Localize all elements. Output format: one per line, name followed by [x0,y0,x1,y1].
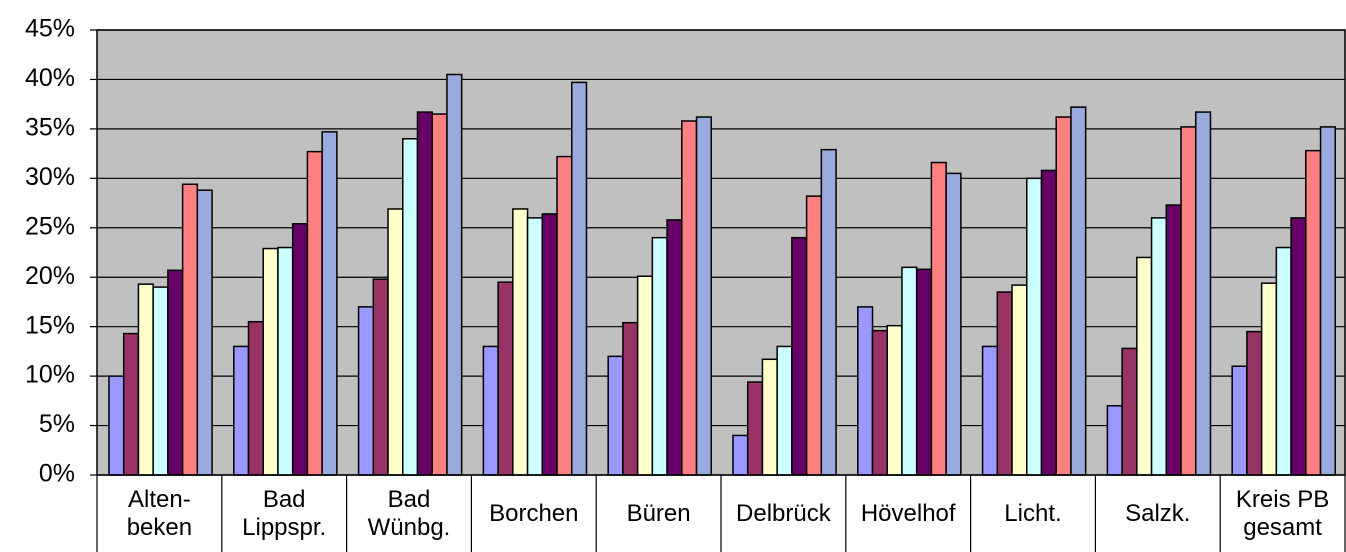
bar [277,246,294,476]
bar [372,278,389,476]
y-tick-label: 35% [25,113,75,141]
bar [108,375,125,476]
bar [1194,111,1212,476]
bar [651,236,668,476]
bar [1011,284,1028,476]
bar [541,213,558,476]
bar [915,268,933,476]
bar [761,358,778,476]
y-tick-label: 40% [25,64,75,92]
bar [886,324,903,476]
bar [306,150,323,476]
bar [930,161,947,476]
y-tick-label: 30% [25,163,75,191]
bar [402,138,419,476]
bar [1136,256,1153,476]
y-tick-label: 15% [25,311,75,339]
bar [321,131,338,476]
x-tick-label: Bad Lippspr. [242,486,327,541]
bar [805,195,823,476]
bar [1070,106,1087,476]
y-tick-label: 10% [25,361,75,389]
x-tick-label: Salzk. [1125,500,1191,527]
bar [387,208,404,476]
bar [981,345,999,476]
bar [446,73,463,476]
bar [857,306,874,476]
bar [636,275,654,476]
bar [746,381,764,476]
bar [167,269,184,476]
bar [431,113,448,476]
x-tick-label: Alten- beken [126,486,193,541]
bar [1260,282,1278,476]
bar [247,320,264,476]
bar [1121,347,1138,476]
bar [996,291,1013,476]
x-tick-label: Hövelhof [860,500,956,527]
y-tick-label: 20% [25,262,75,290]
bar [607,355,624,476]
bar [152,286,169,476]
bar [666,219,683,476]
bar [497,281,514,476]
bar [1026,177,1043,476]
bar [291,223,309,476]
bar [871,329,888,476]
bar [416,111,433,476]
bar [776,345,793,476]
bar [526,217,544,476]
x-tick-label: Delbrück [736,500,831,527]
bar [791,236,808,476]
bar [622,321,639,476]
bar [357,306,375,476]
bar [196,189,213,476]
bar [1231,365,1248,476]
bar [1180,126,1197,476]
bar [901,266,918,476]
bar [1106,405,1123,476]
bar [1165,204,1182,476]
bar [1150,217,1168,476]
bar [1305,149,1322,476]
bar [233,345,250,476]
bar [1246,330,1263,476]
bar [1040,169,1057,476]
y-tick-label: 0% [39,460,75,488]
x-tick-label: Kreis PB gesamt [1235,486,1330,541]
bar [570,81,588,476]
x-tick-label: Borchen [489,500,579,527]
bar [732,434,749,476]
y-tick-label: 45% [25,15,75,43]
bar [1275,246,1292,476]
bar [820,148,837,476]
bar [137,283,154,476]
bar [695,116,713,476]
bar [181,183,199,476]
bar [482,345,499,476]
bar [122,332,140,476]
bar [1290,217,1307,476]
x-tick-label: Bad Wünbg. [367,486,451,541]
bar [681,120,698,476]
bar [262,247,279,476]
bar [512,208,529,476]
bar [945,172,962,476]
bar [1319,126,1337,476]
y-tick-label: 25% [25,212,75,240]
bar [1055,116,1072,476]
bar [556,155,573,476]
y-tick-label: 5% [39,410,75,438]
x-tick-label: Büren [626,500,691,527]
x-tick-label: Licht. [1004,500,1062,527]
